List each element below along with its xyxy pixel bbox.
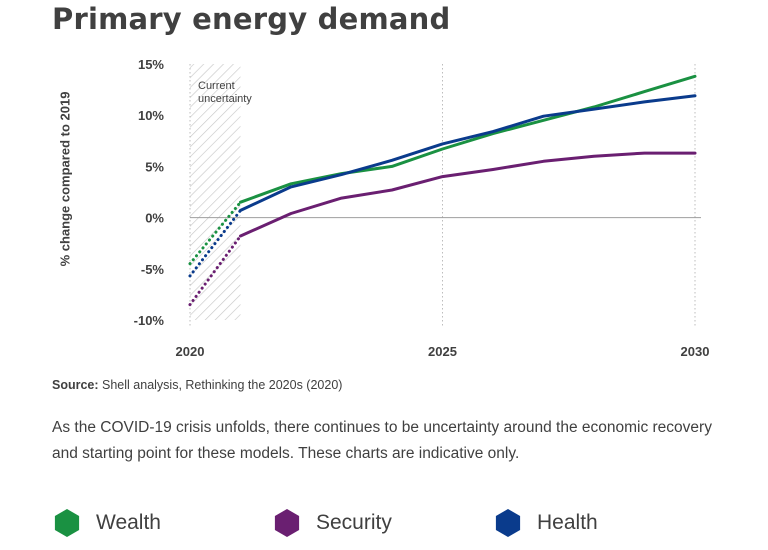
legend-label-wealth: Wealth	[96, 511, 161, 534]
x-tick-label: 2020	[176, 344, 205, 359]
series-security-line	[239, 151, 697, 238]
y-tick-label: 0%	[145, 211, 164, 226]
page-title: Primary energy demand	[52, 2, 451, 36]
series-wealth-dotted-segment	[188, 200, 242, 266]
hexagon-icon	[495, 509, 521, 537]
series-health-line	[239, 94, 697, 212]
hexagon-icon	[54, 509, 80, 537]
source-text: Shell analysis, Rethinking the 2020s (20…	[98, 378, 343, 392]
source-label: Source:	[52, 378, 99, 392]
y-tick-label: 10%	[138, 108, 164, 123]
legend-item-health: Health	[493, 508, 598, 538]
hexagon-icon	[274, 509, 300, 537]
y-tick-label: -5%	[141, 262, 165, 277]
series-health-dotted-segment	[188, 208, 242, 278]
y-tick-label: 15%	[138, 57, 164, 72]
line-chart: Current uncertainty -10% -5% 0% 5% 10% 15% 2020…	[134, 57, 710, 359]
x-tick-label: 2025	[428, 344, 457, 359]
y-tick-label: -10%	[134, 313, 165, 328]
series-security-dotted-segment	[188, 234, 242, 307]
legend-label-health: Health	[537, 511, 598, 534]
uncertainty-label-line: uncertainty	[198, 93, 252, 105]
uncertainty-band	[190, 64, 241, 320]
legend-item-security: Security	[272, 508, 392, 538]
y-tick-label: 5%	[145, 159, 164, 174]
uncertainty-label: Current uncertainty	[198, 80, 252, 105]
legend-item-wealth: Wealth	[52, 508, 161, 538]
uncertainty-label-line: Current	[198, 80, 235, 92]
description-text: As the COVID-19 crisis unfolds, there co…	[52, 419, 712, 462]
x-tick-label: 2030	[681, 344, 710, 359]
series-wealth-line	[239, 74, 697, 204]
legend: Wealth Security Health	[52, 508, 752, 540]
source-note: Source: Shell analysis, Rethinking the 2…	[52, 378, 342, 392]
legend-label-security: Security	[316, 511, 392, 534]
